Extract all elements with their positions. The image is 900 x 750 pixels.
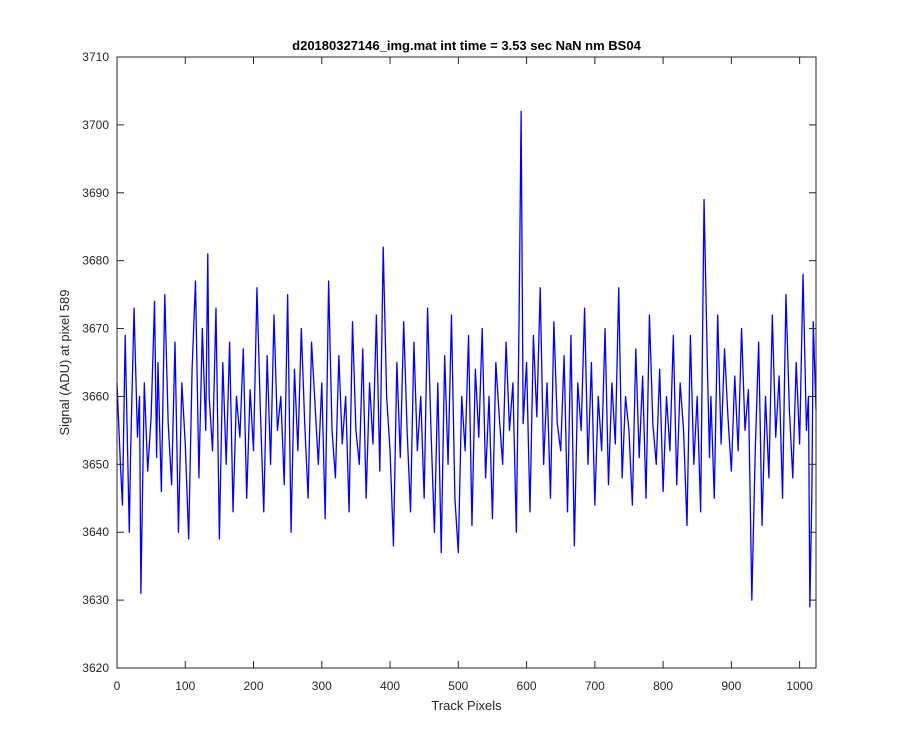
series-line-1: [116, 110, 817, 608]
y-tick-label: 3660: [82, 389, 109, 403]
y-tick-label: 3620: [82, 661, 109, 675]
y-tick-label: 3630: [82, 593, 109, 607]
y-tick-label: 3640: [82, 525, 109, 539]
x-tick-label: 200: [244, 679, 264, 693]
plot-area: [117, 57, 816, 668]
x-tick-label: 500: [448, 679, 468, 693]
series-layer: [116, 110, 817, 608]
x-tick-label: 100: [175, 679, 195, 693]
x-tick-label: 600: [517, 679, 537, 693]
x-tick-label: 800: [653, 679, 673, 693]
y-tick-label: 3690: [82, 186, 109, 200]
x-tick-label: 0: [114, 679, 121, 693]
y-tick-label: 3670: [82, 322, 109, 336]
y-tick-label: 3700: [82, 118, 109, 132]
x-tick-label: 400: [380, 679, 400, 693]
plot-frame: [116, 56, 817, 669]
y-tick-label: 3680: [82, 254, 109, 268]
x-axis: 0 100 200 300 400 500 600 700 800 900 1000: [114, 57, 813, 693]
x-tick-label: 900: [721, 679, 741, 693]
chart-title: d20180327146_img.mat int time = 3.53 sec…: [292, 38, 641, 53]
x-tick-label: 700: [585, 679, 605, 693]
y-tick-label: 3650: [82, 457, 109, 471]
y-axis: 3620 3630 3640 3650 3660 3670 3680 3690 3700 3710: [82, 50, 816, 675]
y-axis-label: Signal (ADU) at pixel 589: [57, 290, 72, 436]
y-tick-label: 3710: [82, 50, 109, 64]
x-tick-label: 1000: [786, 679, 813, 693]
x-tick-label: 300: [312, 679, 332, 693]
x-axis-label: Track Pixels: [431, 698, 502, 713]
